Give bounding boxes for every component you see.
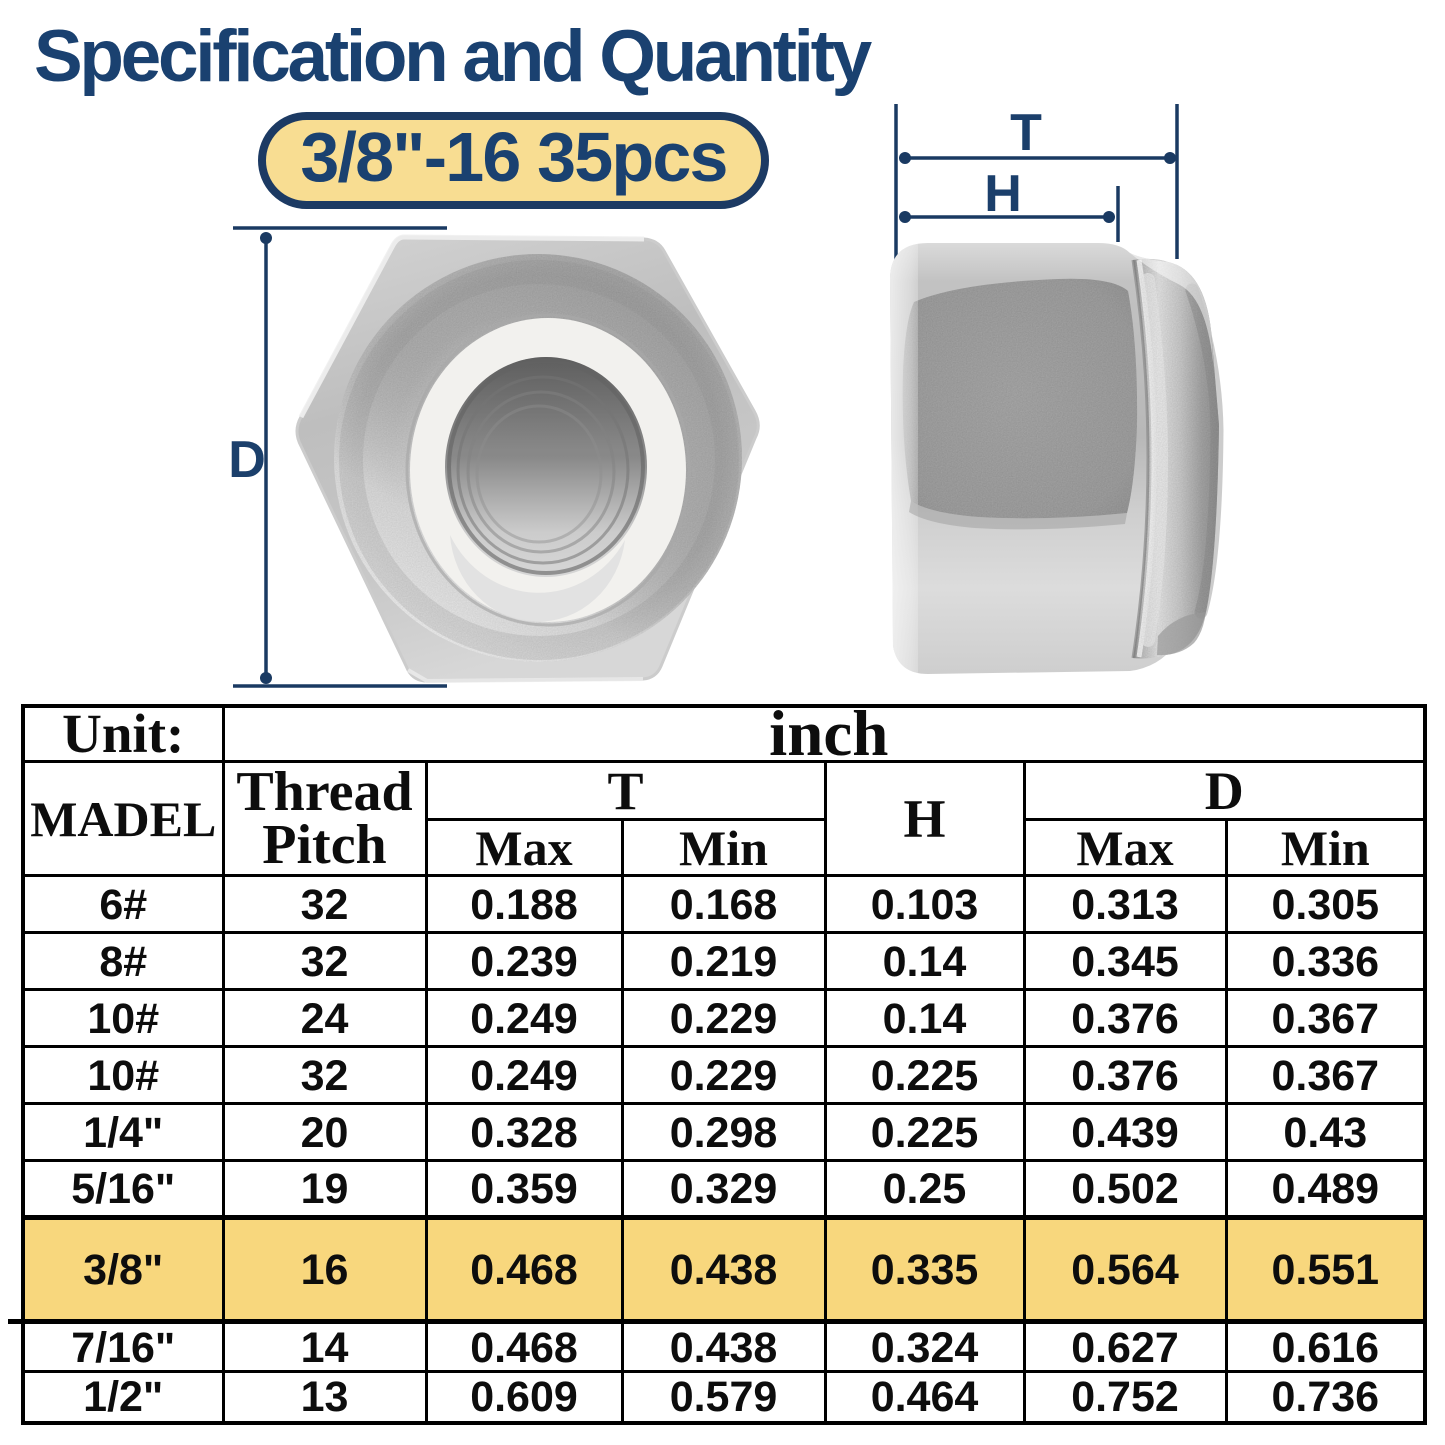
svg-text:H: H	[984, 165, 1022, 223]
svg-text:D: D	[228, 431, 266, 489]
svg-text:T: T	[1010, 104, 1042, 162]
